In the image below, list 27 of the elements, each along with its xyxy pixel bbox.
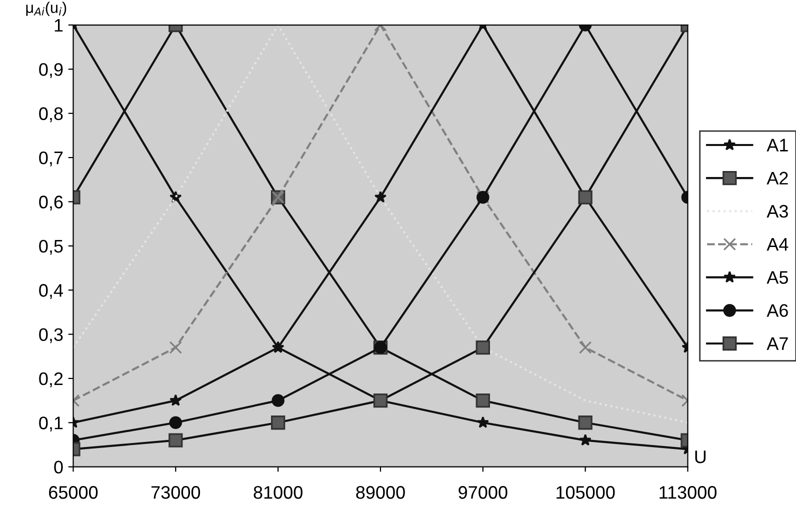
- y-tick-label: 0,1: [39, 416, 63, 432]
- x-tick-label: 73000: [151, 486, 200, 499]
- x-tick-label: 97000: [458, 486, 508, 499]
- legend-label: A7: [766, 337, 788, 350]
- y-tick-label: 0: [54, 460, 63, 474]
- y-tick-label: 0,4: [39, 284, 63, 299]
- legend-label: A3: [766, 204, 788, 218]
- legend-label: A5: [766, 271, 788, 284]
- legend-label: A4: [766, 238, 788, 251]
- x-tick-label: 65000: [49, 486, 98, 499]
- y-tick-label: 1: [54, 19, 63, 32]
- y-tick-label: 0,3: [39, 328, 63, 344]
- x-tick-label: 113000: [660, 486, 716, 499]
- x-axis-title: U: [695, 450, 706, 464]
- y-tick-label: 0,5: [39, 240, 63, 255]
- y-tick-label: 0,9: [39, 63, 63, 78]
- x-tick-label: 81000: [254, 486, 302, 499]
- y-tick-label: 0,6: [39, 196, 63, 211]
- x-tick-label: 105000: [556, 486, 615, 499]
- x-tick-label: 89000: [356, 486, 405, 499]
- legend-label: A6: [766, 304, 788, 317]
- legend-label: A2: [766, 172, 788, 184]
- legend-label: A1: [766, 138, 788, 152]
- y-tick-label: 0,8: [39, 107, 63, 122]
- y-axis-title: μ$_{Ai}$(u$_{i}$): [26, 2, 66, 16]
- y-tick-label: 0,7: [39, 151, 63, 166]
- y-tick-label: 0,2: [39, 372, 63, 388]
